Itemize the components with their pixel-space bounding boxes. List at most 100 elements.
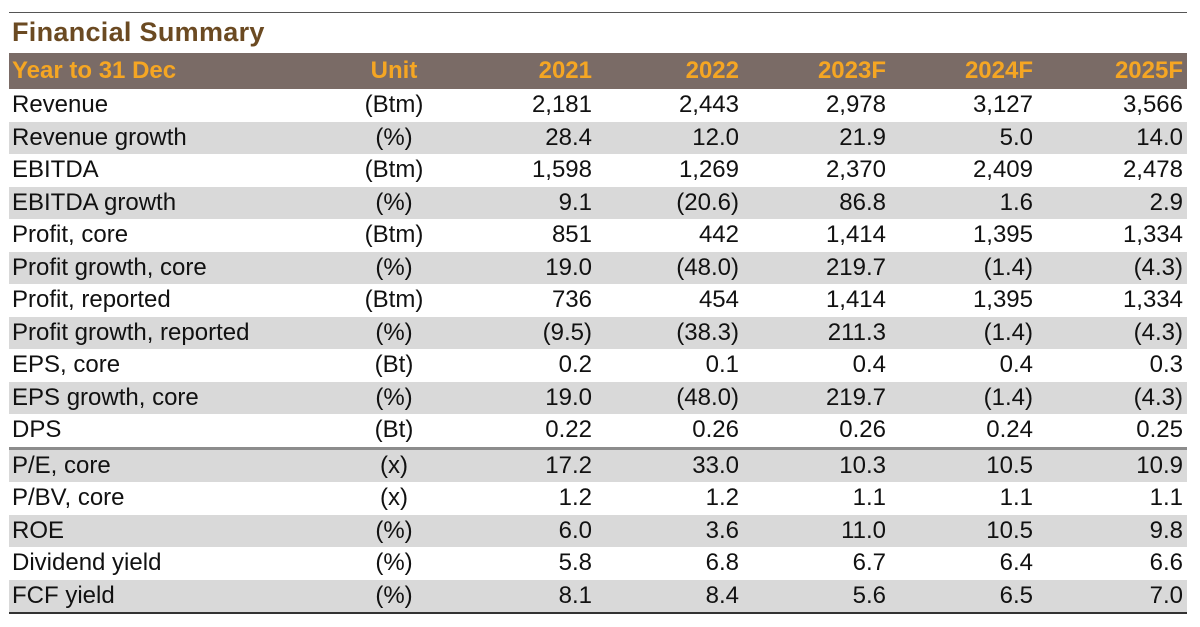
row-value: 0.4 [999,351,1033,379]
row-label: EBITDA growth [9,186,339,219]
row-value: (9.5) [449,316,596,349]
row-value: 2,443 [678,91,739,119]
row-label: EPS growth, core [9,381,339,414]
header-year: 2024F [890,53,1037,89]
row-value: 1.6 [890,186,1037,219]
row-value: 1.2 [558,484,592,512]
row-value: 9.8 [1037,514,1187,547]
row-value: 0.25 [1136,416,1183,444]
row-value: 10.9 [1037,446,1187,482]
header-year: 2022 [596,53,743,89]
table-row: FCF yield (%) 8.1 8.4 5.6 6.5 7.0 [9,579,1187,612]
row-label: Profit growth, reported [9,316,339,349]
row-label: Revenue growth [9,121,339,154]
row-value: 442 [698,221,739,249]
table-row: EPS growth, core (%) 19.0 (48.0) 219.7 (1.4)(… [9,381,1187,414]
row-value: 1,269 [678,156,739,184]
table-row: Profit, core (Btm) 851 442 1,414 1,395 1,334 [9,219,1187,252]
row-value: 10.5 [890,446,1037,482]
row-label: ROE [9,514,339,547]
row-value: 6.8 [705,549,739,577]
row-value: 1,334 [1122,221,1183,249]
row-value: 1.1 [1149,484,1183,512]
row-unit: (%) [375,549,413,577]
row-unit: (%) [339,514,449,547]
row-value: 851 [551,221,592,249]
row-value: 6.5 [890,579,1037,612]
header-year: 2025F [1037,53,1187,89]
row-value: 736 [551,286,592,314]
header-unit: Unit [339,53,449,89]
top-rule [9,12,1187,13]
row-value: 19.0 [449,381,596,414]
row-value: 10.5 [890,514,1037,547]
row-value: 0.4 [852,351,886,379]
row-unit: (Btm) [364,91,424,119]
row-value: (4.3) [1037,381,1187,414]
row-unit: (Btm) [364,156,424,184]
row-label: P/E, core [9,446,339,482]
row-value: 2,181 [531,91,592,119]
row-value: (4.3) [1037,316,1187,349]
row-unit: (%) [339,121,449,154]
header-year: 2023F [743,53,890,89]
row-value: 1,334 [1122,286,1183,314]
row-value: 0.3 [1149,351,1183,379]
row-unit: (%) [339,381,449,414]
row-value: 8.4 [596,579,743,612]
table-row: EPS, core (Bt) 0.2 0.1 0.4 0.4 0.3 [9,349,1187,382]
row-value: 6.4 [999,549,1033,577]
row-label: P/BV, core [12,484,125,512]
row-label: Profit growth, core [9,251,339,284]
row-unit: (Bt) [374,351,414,379]
header-year: 2021 [449,53,596,89]
row-value: 2,478 [1122,156,1183,184]
row-value: 19.0 [449,251,596,284]
row-value: 33.0 [596,446,743,482]
header-label: Year to 31 Dec [9,53,339,89]
row-value: 2,978 [825,91,886,119]
table-row: Profit growth, reported (%) (9.5) (38.3) 211… [9,316,1187,349]
table-row: Revenue growth (%) 28.4 12.0 21.9 5.0 14.0 [9,121,1187,154]
row-value: 0.26 [839,416,886,444]
row-value: 219.7 [743,251,890,284]
row-unit: (Btm) [364,221,424,249]
row-value: (1.4) [890,381,1037,414]
bottom-rule [9,612,1187,614]
row-value: 21.9 [743,121,890,154]
row-label: Profit, reported [12,286,171,314]
row-value: (48.0) [596,381,743,414]
row-value: 0.2 [558,351,592,379]
row-label: Revenue [12,91,109,119]
row-unit: (%) [339,579,449,612]
table-row: EBITDA (Btm) 1,598 1,269 2,370 2,409 2,478 [9,154,1187,187]
row-value: 5.8 [558,549,592,577]
row-unit: (Bt) [374,416,414,444]
row-value: 0.22 [545,416,592,444]
table-row: Dividend yield (%) 5.8 6.8 6.7 6.4 6.6 [9,547,1187,580]
row-value: 9.1 [449,186,596,219]
table-row: P/E, core (x) 17.2 33.0 10.3 10.5 10.9 [9,446,1187,482]
row-value: 17.2 [449,446,596,482]
row-value: 0.26 [692,416,739,444]
row-value: 1,414 [825,286,886,314]
table-row: Profit growth, core (%) 19.0 (48.0) 219.7 (1.… [9,251,1187,284]
row-value: 0.24 [986,416,1033,444]
row-value: 3.6 [596,514,743,547]
row-value: (1.4) [890,251,1037,284]
row-value: 5.0 [890,121,1037,154]
row-value: 6.7 [852,549,886,577]
table-row: Profit, reported (Btm) 736 454 1,414 1,395 1,3… [9,284,1187,317]
table-row: EBITDA growth (%) 9.1 (20.6) 86.8 1.6 2.9 [9,186,1187,219]
row-unit: (Btm) [364,286,424,314]
row-label: FCF yield [9,579,339,612]
row-label: Profit, core [12,221,129,249]
row-label: EPS, core [12,351,121,379]
row-unit: (%) [339,186,449,219]
row-unit: (x) [380,484,408,512]
row-value: 10.3 [743,446,890,482]
row-value: 6.0 [449,514,596,547]
table-row: Revenue (Btm) 2,181 2,443 2,978 3,127 3,566 [9,89,1187,122]
row-value: 14.0 [1037,121,1187,154]
row-unit: (%) [339,251,449,284]
